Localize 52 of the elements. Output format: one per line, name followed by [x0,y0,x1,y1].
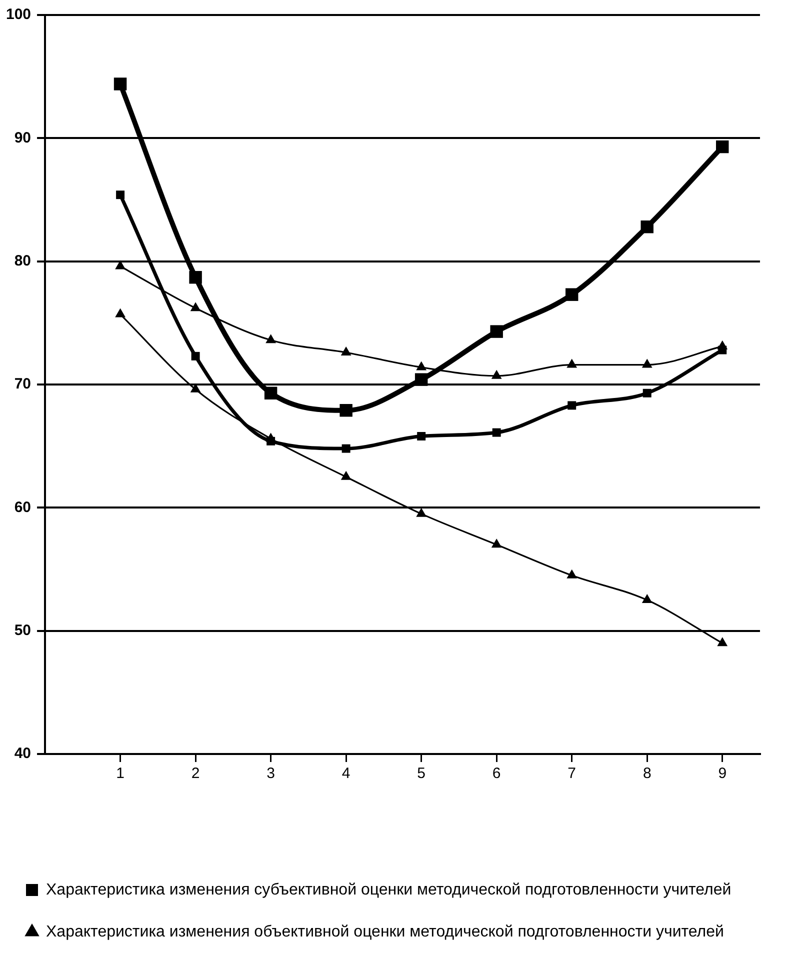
x-tick-label: 8 [642,765,652,782]
point [340,346,352,356]
point [417,432,426,440]
point [266,334,276,344]
point [716,140,729,154]
y-tick-label: 90 [14,129,32,146]
point [264,386,278,400]
x-tick-label: 9 [718,765,727,782]
point [642,358,652,368]
point [416,508,427,517]
point [490,325,503,338]
point [340,470,352,480]
point [414,373,428,386]
point [566,569,578,578]
point [266,436,276,446]
x-tick-label: 3 [266,765,275,782]
point [115,260,126,270]
x-tick-label: 1 [116,765,124,782]
point [566,358,578,368]
point [416,361,427,370]
y-tick-label: 40 [14,745,32,762]
point [189,270,202,284]
point [640,220,654,234]
point [717,637,728,646]
point [491,538,502,548]
point [190,383,201,392]
point [342,444,350,453]
legend-label: Характеристика изменения объективной оценки методической подготовленности учителей [46,923,724,940]
point [116,190,125,200]
point [568,401,576,410]
y-tick-label: 80 [14,252,32,270]
x-tick-label: 4 [342,765,350,782]
x-tick-label: 7 [568,765,576,782]
x-tick-label: 2 [191,765,200,782]
point [565,288,578,301]
point [642,388,652,398]
x-tick-label: 5 [417,765,426,782]
legend-label: Характеристика изменения субъективной оценки методической подготовленности учителей [46,881,732,898]
point [191,352,200,360]
y-tick-label: 100 [6,6,32,24]
point [114,78,127,90]
point [491,370,502,379]
point [642,594,652,604]
y-tick-label: 70 [14,376,32,393]
point [115,308,126,318]
point [718,346,727,354]
point [340,404,352,417]
point [492,428,501,437]
point [190,302,201,312]
y-tick-label: 60 [14,498,32,516]
x-tick-label: 6 [492,765,501,782]
y-tick-label: 50 [14,622,32,639]
